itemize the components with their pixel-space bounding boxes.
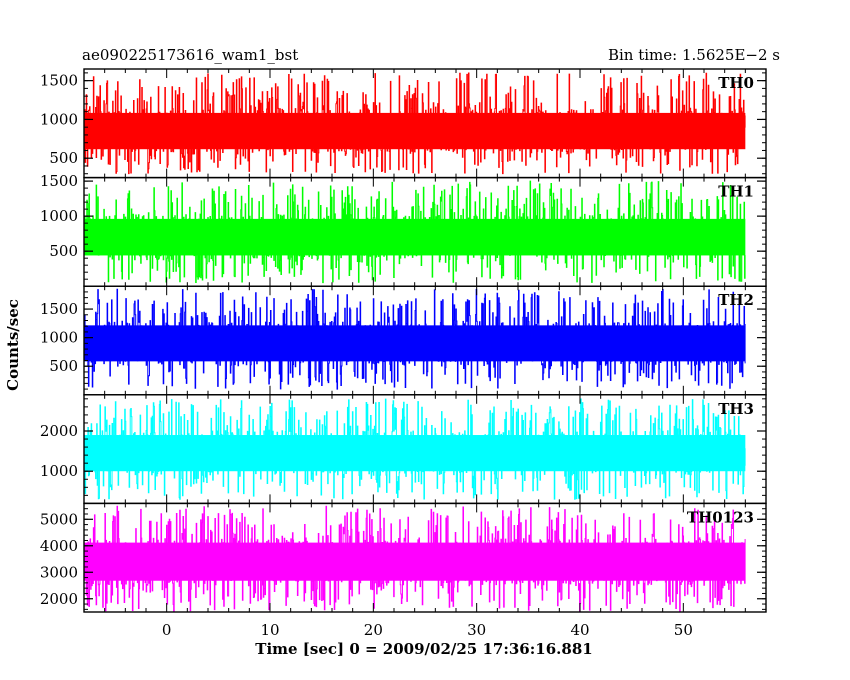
- y-tick-label: 500: [49, 357, 78, 375]
- x-tick-label: 0: [162, 621, 172, 639]
- series-line-th0123: [84, 505, 746, 612]
- series-line-th1: [84, 180, 746, 284]
- y-tick-label: 1500: [40, 72, 78, 90]
- x-tick-label: 50: [674, 621, 693, 639]
- y-tick-label: 1000: [40, 207, 78, 225]
- chart-title-left: ae090225173616_wam1_bst: [82, 46, 298, 64]
- x-tick-label: 30: [467, 621, 486, 639]
- panel-th0: 500 1000 1500 TH0: [40, 68, 767, 179]
- series-line-th2: [84, 288, 746, 390]
- panel-label: TH3: [718, 400, 754, 418]
- y-tick-label: 4000: [40, 537, 78, 555]
- y-tick-label: 500: [49, 242, 78, 260]
- y-tick-label: 1500: [40, 172, 78, 190]
- x-tick-label: 40: [570, 621, 589, 639]
- y-tick-label: 2000: [40, 422, 78, 440]
- x-axis: 0 10 20 30 40 50: [162, 621, 693, 639]
- x-axis-label: Time [sec] 0 = 2009/02/25 17:36:16.881: [255, 640, 592, 658]
- y-tick-label: 1000: [40, 329, 78, 347]
- y-tick-label: 3000: [40, 563, 78, 581]
- chart-title-right: Bin time: 1.5625E−2 s: [608, 46, 780, 64]
- y-tick-label: 500: [49, 149, 78, 167]
- y-tick-label: 1000: [40, 462, 78, 480]
- y-tick-label: 1500: [40, 300, 78, 318]
- panel-th3: 1000 2000 TH3: [40, 394, 767, 505]
- panel-label: TH1: [718, 183, 754, 201]
- series-line-th3: [84, 398, 746, 500]
- y-tick-label: 1000: [40, 110, 78, 128]
- panel-frame: [83, 502, 767, 613]
- panel-label: TH0: [718, 74, 754, 92]
- y-tick-label: 2000: [40, 590, 78, 608]
- panels-group: 500 1000 1500 TH0 500 1000 1500 TH1 500 1000 1500 T…: [40, 68, 767, 613]
- x-tick-label: 20: [364, 621, 383, 639]
- panel-label: TH2: [718, 291, 754, 309]
- series-line-th0: [84, 72, 746, 175]
- y-axis-label: Counts/sec: [4, 299, 22, 391]
- panel-th0123: 2000 3000 4000 5000 TH0123: [40, 502, 767, 613]
- panel-th1: 500 1000 1500 TH1: [40, 172, 767, 287]
- panel-th2: 500 1000 1500 TH2: [40, 285, 767, 396]
- panel-label: TH0123: [687, 508, 754, 526]
- x-tick-label: 10: [260, 621, 279, 639]
- y-tick-label: 5000: [40, 510, 78, 528]
